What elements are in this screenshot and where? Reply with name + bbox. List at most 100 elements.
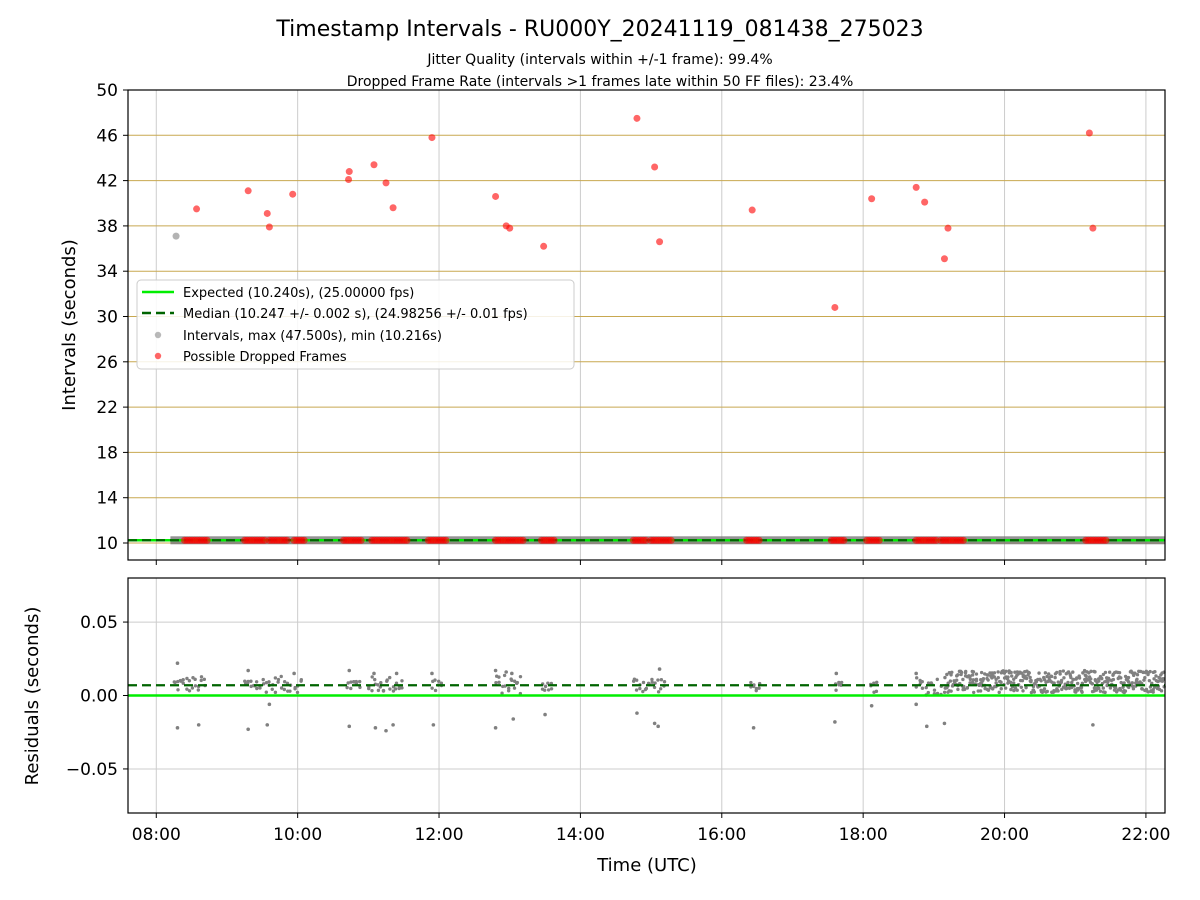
residual-point bbox=[279, 674, 283, 679]
residual-point bbox=[376, 683, 380, 687]
intervals-ytick-label: 14 bbox=[96, 489, 118, 509]
dropped-frame-point bbox=[921, 198, 929, 206]
residual-point bbox=[754, 688, 758, 693]
residual-point bbox=[965, 686, 970, 690]
residual-point bbox=[357, 679, 362, 684]
residual-point bbox=[349, 680, 353, 684]
residual-point bbox=[347, 668, 352, 673]
residual-point bbox=[641, 689, 645, 694]
legend: Expected (10.240s), (25.00000 fps) Media… bbox=[136, 279, 575, 370]
residual-point bbox=[391, 723, 395, 727]
residual-point bbox=[1059, 680, 1064, 684]
residual-point bbox=[372, 671, 376, 676]
residual-point bbox=[1042, 678, 1047, 682]
residual-point bbox=[1146, 672, 1150, 677]
dropped-frame-point bbox=[875, 536, 883, 544]
residual-point bbox=[986, 688, 991, 692]
residual-point bbox=[752, 683, 756, 687]
dropped-frame-point bbox=[428, 134, 436, 142]
residual-point bbox=[950, 670, 954, 674]
residual-point bbox=[358, 685, 362, 690]
residual-point bbox=[173, 680, 177, 685]
residual-point bbox=[839, 683, 843, 687]
residual-point bbox=[920, 686, 925, 690]
residual-point bbox=[942, 690, 947, 694]
residual-point bbox=[178, 678, 183, 683]
residual-point bbox=[1127, 680, 1131, 684]
residual-point bbox=[874, 689, 879, 694]
residual-point bbox=[175, 661, 180, 665]
residual-point bbox=[187, 689, 192, 693]
residual-point bbox=[656, 690, 661, 694]
residual-point bbox=[1099, 676, 1104, 680]
residual-point bbox=[542, 688, 547, 692]
residual-point bbox=[388, 687, 392, 691]
residuals-xtick-label: 20:00 bbox=[980, 825, 1029, 845]
residual-point bbox=[634, 678, 639, 682]
residual-point bbox=[384, 728, 388, 733]
residual-point bbox=[193, 677, 197, 682]
dropped-frame-point bbox=[748, 206, 756, 214]
residual-point bbox=[176, 679, 180, 684]
residual-point bbox=[1058, 672, 1062, 676]
residual-point bbox=[282, 679, 287, 684]
residual-point bbox=[1091, 723, 1095, 727]
residuals-panel: 08:00 10:00 12:00 14:00 16:00 18:00 20:00 22:00… bbox=[22, 577, 1170, 876]
residual-point bbox=[1148, 669, 1152, 674]
residual-point bbox=[1159, 689, 1164, 693]
dropped-frame-point bbox=[345, 175, 353, 183]
residuals-xtick-label: 10:00 bbox=[273, 825, 322, 845]
residual-point bbox=[914, 671, 918, 676]
residual-point bbox=[974, 672, 979, 676]
residual-point bbox=[1140, 687, 1144, 691]
dropped-frame-point bbox=[193, 205, 201, 213]
residual-point bbox=[999, 687, 1003, 691]
residual-point bbox=[1032, 690, 1037, 694]
residual-point bbox=[346, 681, 350, 685]
residual-point bbox=[1062, 676, 1066, 680]
intervals-ytick-label: 18 bbox=[96, 443, 118, 463]
residual-point bbox=[391, 689, 396, 693]
dropped-frame-point bbox=[203, 536, 211, 544]
residual-point bbox=[549, 687, 554, 691]
residual-point bbox=[978, 689, 983, 693]
residual-point bbox=[1058, 669, 1062, 674]
residual-point bbox=[1143, 675, 1147, 680]
residual-point bbox=[543, 684, 548, 689]
subtitle-dropped-rate: Dropped Frame Rate (intervals >1 frames … bbox=[347, 74, 854, 90]
residual-point bbox=[1089, 669, 1093, 674]
residual-point bbox=[1029, 678, 1033, 683]
dropped-frame-point bbox=[244, 187, 252, 195]
residuals-xlabel: Time (UTC) bbox=[596, 855, 697, 876]
residual-point bbox=[1121, 685, 1125, 689]
dropped-frame-point bbox=[656, 238, 664, 246]
dropped-frame-point bbox=[840, 536, 848, 544]
residual-point bbox=[945, 672, 949, 677]
residual-point bbox=[1158, 676, 1163, 681]
intervals-ytick-label: 30 bbox=[96, 308, 118, 328]
residual-point bbox=[1049, 674, 1054, 679]
residual-point bbox=[833, 720, 837, 724]
residual-point bbox=[282, 687, 287, 692]
residual-point bbox=[986, 678, 990, 682]
residual-point bbox=[199, 675, 204, 679]
residual-point bbox=[255, 686, 259, 691]
residual-point bbox=[1046, 672, 1051, 676]
residual-point bbox=[497, 675, 501, 679]
residual-point bbox=[292, 671, 296, 676]
residual-point bbox=[949, 673, 953, 677]
residual-point bbox=[1075, 681, 1080, 686]
residual-point bbox=[1064, 687, 1068, 691]
residuals-ytick-label: 0.00 bbox=[80, 687, 118, 707]
residual-point bbox=[1056, 689, 1060, 693]
residual-point bbox=[503, 684, 507, 688]
residual-point bbox=[1040, 690, 1045, 694]
residual-point bbox=[196, 688, 201, 692]
residual-point bbox=[1108, 686, 1113, 690]
residual-point bbox=[1134, 678, 1139, 683]
interval-point bbox=[172, 232, 180, 240]
residual-point bbox=[381, 688, 386, 693]
residuals-xtick-label: 12:00 bbox=[415, 825, 464, 845]
residual-point bbox=[662, 680, 667, 684]
residual-point bbox=[1126, 675, 1131, 680]
